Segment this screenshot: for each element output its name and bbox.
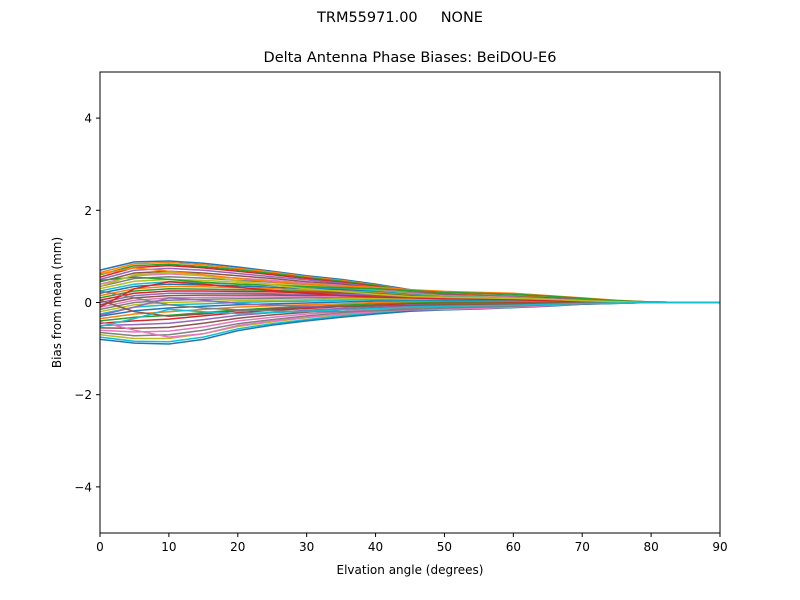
series-line-40: [100, 301, 720, 328]
x-tick-label: 60: [506, 540, 521, 554]
y-axis-ticks: −4 −2 0 2 4: [74, 112, 100, 494]
x-tick-label: 0: [96, 540, 104, 554]
x-axis-label: Elvation angle (degrees): [337, 563, 484, 577]
x-tick-label: 70: [575, 540, 590, 554]
y-axis-label: Bias from mean (mm): [50, 237, 64, 368]
chart-title: Delta Antenna Phase Biases: BeiDOU-E6: [263, 50, 557, 66]
y-tick-label: 0: [84, 296, 92, 310]
y-tick-label: 4: [84, 112, 92, 126]
x-tick-label: 20: [230, 540, 245, 554]
x-tick-label: 90: [712, 540, 727, 554]
x-tick-label: 80: [643, 540, 658, 554]
x-tick-label: 30: [299, 540, 314, 554]
y-tick-label: 2: [84, 204, 92, 218]
series-layer: [100, 260, 720, 345]
figure-suptitle: TRM55971.00 NONE: [317, 10, 483, 26]
y-tick-label: −2: [74, 388, 92, 402]
y-tick-label: −4: [74, 480, 92, 494]
series-line-33: [100, 276, 720, 304]
x-tick-label: 50: [437, 540, 452, 554]
x-tick-label: 40: [368, 540, 383, 554]
x-axis-ticks: 0 10 20 30 40 50 60 70 80 90: [96, 533, 728, 554]
series-line-39: [100, 271, 720, 304]
x-tick-label: 10: [161, 540, 176, 554]
